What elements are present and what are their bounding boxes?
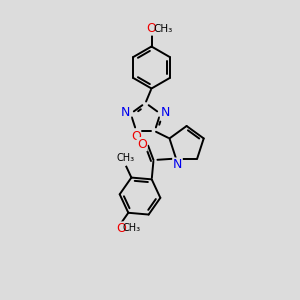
Text: CH₃: CH₃ [123, 224, 141, 233]
Text: N: N [160, 106, 170, 119]
Text: N: N [121, 106, 130, 119]
Text: O: O [116, 222, 126, 235]
Text: O: O [137, 138, 147, 151]
Text: O: O [131, 130, 141, 143]
Text: O: O [147, 22, 156, 35]
Text: CH₃: CH₃ [117, 153, 135, 163]
Text: CH₃: CH₃ [153, 23, 172, 34]
Text: N: N [173, 158, 182, 171]
